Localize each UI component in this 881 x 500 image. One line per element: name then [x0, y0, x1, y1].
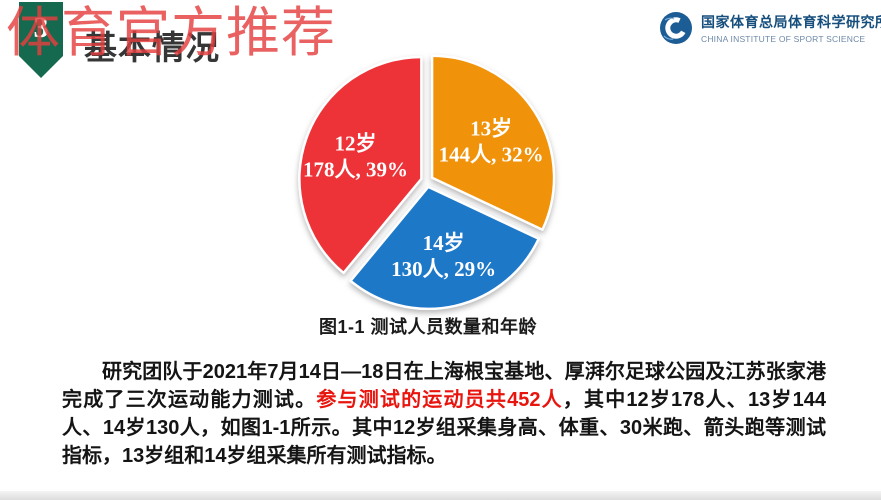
- body-text-part2: ，其中12岁178人、13岁144人、14岁130人，如图1-1所示。其中12岁…: [62, 389, 826, 467]
- pie-label-12岁-name: 12岁: [334, 131, 376, 155]
- institute-emblem-icon: [660, 12, 692, 44]
- pie-slice-12岁: [298, 55, 423, 275]
- pie-slice-13岁: [430, 54, 556, 231]
- pie-label-12岁-value: 178人, 39%: [303, 157, 408, 181]
- pie-label-13岁-name: 13岁: [470, 116, 512, 140]
- body-paragraph: 研究团队于2021年7月14日—18日在上海根宝基地、厚湃尔足球公园及江苏张家港…: [62, 358, 826, 470]
- chart-caption: 图1-1 测试人员数量和年龄: [318, 317, 537, 337]
- pie-slice-14岁: [349, 185, 540, 311]
- bottom-bar: [0, 491, 881, 500]
- pie-label-13岁-value: 144人, 32%: [439, 142, 544, 166]
- pie-label-14岁-name: 14岁: [423, 231, 465, 255]
- section-number: 3: [33, 11, 49, 44]
- body-text-part1: 研究团队于2021年7月14日—18日在上海根宝基地、厚湃尔足球公园及江苏张家港…: [62, 361, 826, 411]
- section-number-badge: 3: [19, 2, 63, 78]
- page-title: 基本情况: [84, 31, 220, 67]
- logo-text: 国家体育总局体育科学研究所 CHINA INSTITUTE OF SPORT S…: [701, 12, 881, 44]
- body-text-highlight: 参与测试的运动员共452人: [316, 389, 563, 411]
- org-logo: 国家体育总局体育科学研究所 CHINA INSTITUTE OF SPORT S…: [659, 11, 881, 45]
- pie-label-14岁-value: 130人, 29%: [391, 257, 496, 281]
- logo-name-cn: 国家体育总局体育科学研究所: [701, 14, 881, 30]
- logo-name-en: CHINA INSTITUTE OF SPORT SCIENCE: [701, 34, 866, 44]
